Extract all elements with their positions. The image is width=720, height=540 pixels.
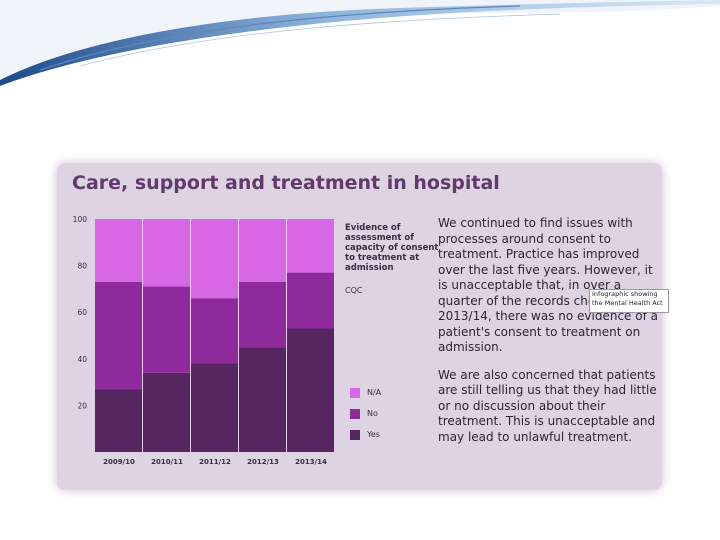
y-tick-label: 40 (77, 355, 87, 364)
x-tick-label: 2009/10 (103, 458, 135, 466)
body-text: We continued to find issues with process… (438, 216, 660, 457)
y-tick-label: 60 (77, 308, 87, 317)
tooltip-line-2: the Mental Health Act (592, 299, 663, 307)
bar-no-2009-10 (95, 281, 142, 390)
bar-na-2009-10 (95, 219, 142, 282)
bar-na-2012-13 (239, 219, 286, 282)
x-tick-label: 2010/11 (151, 458, 183, 466)
x-tick-label: 2012/13 (247, 458, 279, 466)
bar-no-2013-14 (287, 272, 334, 329)
bar-na-2011-12 (191, 219, 238, 299)
legend-label-no: No (367, 409, 378, 418)
x-tick-label: 2013/14 (295, 458, 327, 466)
infographic-title: Care, support and treatment in hospital (72, 172, 500, 194)
chart-legend: N/A No Yes (350, 387, 381, 450)
infographic-panel: Care, support and treatment in hospital … (57, 163, 669, 490)
bar-yes-2010-11 (143, 372, 190, 452)
bar-na-2010-11 (143, 219, 190, 287)
image-tooltip: Infographic showing the Mental Health Ac… (589, 289, 669, 313)
bar-yes-2011-12 (191, 363, 238, 452)
y-tick-label: 100 (73, 215, 88, 224)
legend-swatch-yes (350, 429, 360, 440)
bar-yes-2013-14 (287, 328, 334, 452)
body-paragraph-2: We are also concerned that patients are … (438, 367, 657, 444)
legend-item-no: No (350, 408, 381, 419)
chart-heading: Evidence of assessment of capacity of co… (345, 223, 439, 273)
legend-label-na: N/A (367, 388, 382, 397)
bar-yes-2012-13 (239, 347, 286, 452)
y-tick-label: 80 (77, 262, 87, 271)
x-tick-label: 2011/12 (199, 458, 231, 466)
bar-no-2012-13 (239, 281, 286, 348)
legend-label-yes: Yes (367, 430, 380, 439)
stacked-bar-chart: 2009/10 2010/11 2011/12 2012/13 2013/14 20 40 6… (73, 215, 334, 466)
bar-no-2010-11 (143, 286, 190, 373)
bar-na-2013-14 (287, 219, 334, 273)
legend-swatch-na (350, 387, 360, 398)
y-tick-label: 20 (77, 401, 87, 410)
legend-item-na: N/A (350, 387, 381, 398)
legend-swatch-no (350, 408, 360, 419)
bar-no-2011-12 (191, 298, 238, 364)
body-paragraph-1: We continued to find issues with process… (438, 216, 658, 354)
chart-source: CQC (345, 286, 363, 295)
bar-yes-2009-10 (95, 389, 142, 452)
tooltip-line-1: Infographic showing (592, 290, 658, 298)
header-swoosh-decoration (0, 0, 720, 86)
legend-item-yes: Yes (350, 429, 381, 440)
